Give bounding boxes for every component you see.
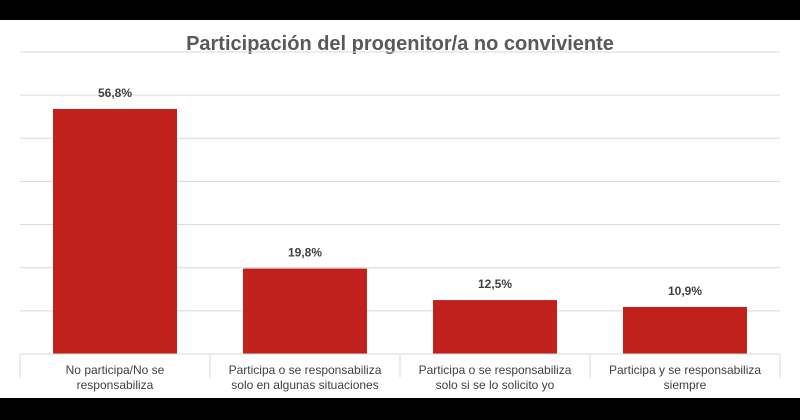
bar <box>623 306 747 354</box>
x-tick-label: Participa y se responsabiliza siempre <box>609 363 761 392</box>
x-tick-label: Participa o se responsabiliza solo si se … <box>419 363 572 392</box>
bar <box>433 300 557 354</box>
chart-title: Participación del progenitor/a no conviv… <box>186 33 614 55</box>
data-label: 19,8% <box>288 246 322 260</box>
data-label: 56,8% <box>98 86 132 100</box>
bar <box>243 268 367 354</box>
chart-frame: Participación del progenitor/a no conviv… <box>0 20 800 398</box>
bar <box>53 108 177 354</box>
x-axis: No participa/No se responsabiliza Particip… <box>19 353 781 392</box>
data-labels: 56,8% 19,8% 12,5% 10,9% <box>98 86 702 298</box>
x-tick-label: No participa/No se responsabiliza <box>66 363 165 392</box>
x-tick-label: Participa o se responsabiliza solo en alg… <box>229 363 382 392</box>
bar-chart: Participación del progenitor/a no conviv… <box>19 33 781 392</box>
data-label: 10,9% <box>668 284 702 298</box>
data-label: 12,5% <box>478 277 512 291</box>
bars <box>53 108 747 354</box>
